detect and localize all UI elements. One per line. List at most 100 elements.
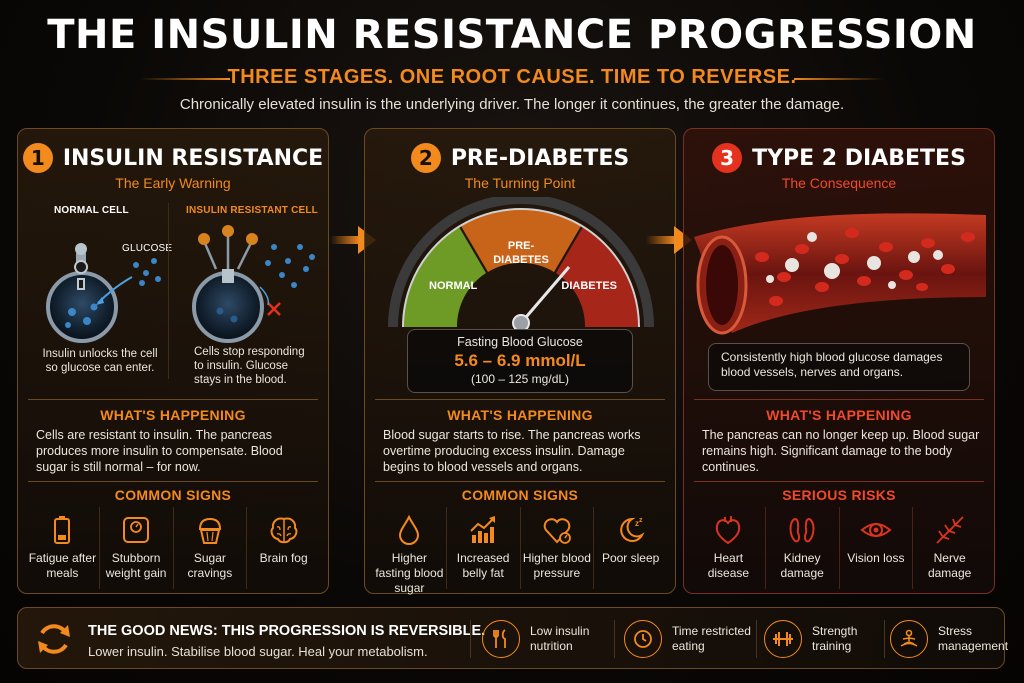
stage-1-panel: 1 INSULIN RESISTANCE The Early Warning N…: [17, 128, 329, 594]
sign-label: Fatigue after meals: [28, 551, 97, 580]
good-news-text: Lower insulin. Stabilise blood sugar. He…: [88, 644, 428, 659]
eye-icon: [860, 523, 892, 537]
happening-heading: WHAT'S HAPPENING: [447, 407, 593, 423]
gauge-label-diabetes: DIABETES: [561, 280, 617, 292]
gauge-label-prediabetes: PRE- DIABETES: [493, 240, 549, 266]
battery-icon: [54, 516, 71, 544]
risk-label: Nerve damage: [927, 551, 972, 580]
divider: [694, 481, 984, 482]
tip-label: Stress management: [938, 624, 1009, 653]
signs-list: Fatigue after meals Stubborn weight gain…: [26, 507, 320, 589]
stage-subtitle: The Consequence: [781, 175, 897, 191]
blood-vessel-illustration: [694, 213, 986, 335]
fasting-glucose-alt: (100 – 125 mg/dL): [470, 372, 570, 386]
divider: [614, 620, 615, 658]
svg-text:z: z: [635, 519, 639, 528]
gauge-zone-diabetes: [556, 227, 639, 327]
risk-item: Kidney damage: [766, 507, 840, 589]
clock-icon: [624, 620, 662, 658]
fasting-glucose-box: Fasting Blood Glucose 5.6 – 6.9 mmol/L (…: [407, 329, 633, 393]
tip-item: Time restricted eating: [624, 616, 758, 662]
heart-icon: [716, 516, 741, 545]
normal-cell-label: NORMAL CELL: [54, 205, 129, 216]
tip-label: Time restricted eating: [672, 624, 751, 653]
divider: [375, 399, 665, 400]
resistant-cell-caption: Cells stop responding to insulin. Glucos…: [194, 346, 305, 386]
sign-label: Stubborn weight gain: [105, 551, 167, 580]
risk-item: Vision loss: [840, 507, 914, 589]
signs-heading: COMMON SIGNS: [461, 487, 579, 503]
glucose-label: GLUCOSE: [122, 243, 173, 254]
fasting-glucose-label: Fasting Blood Glucose: [457, 335, 583, 349]
sign-label: Higher blood pressure: [522, 551, 591, 580]
sign-label: Brain fog: [259, 551, 308, 565]
risks-heading: SERIOUS RISKS: [782, 487, 896, 503]
gauge-hub: [512, 314, 530, 329]
happening-text: Blood sugar starts to rise. The pancreas…: [383, 428, 641, 474]
sign-label: Sugar cravings: [187, 551, 233, 580]
happening-heading: WHAT'S HAPPENING: [100, 407, 246, 423]
brain-icon: [270, 517, 297, 544]
page-title: THE INSULIN RESISTANCE PROGRESSION: [47, 12, 977, 58]
subtitle-rule-right: [794, 78, 884, 80]
svg-text:z: z: [639, 517, 643, 524]
moon-icon: z z: [619, 517, 645, 542]
tip-item: Strength training: [764, 616, 882, 662]
risk-item: Heart disease: [692, 507, 766, 589]
sign-item: Fatigue after meals: [26, 507, 100, 589]
fasting-glucose-value: 5.6 – 6.9 mmol/L: [454, 351, 586, 370]
stage-3-panel: 3 TYPE 2 DIABETES The Consequence Consis…: [683, 128, 995, 594]
risks-list: Heart disease Kidney damage Vision loss …: [692, 507, 986, 589]
divider: [470, 620, 471, 658]
scale-icon: [123, 517, 150, 543]
risk-label: Vision loss: [847, 551, 905, 565]
sign-item: Higher blood pressure: [521, 507, 595, 589]
signs-heading: COMMON SIGNS: [114, 487, 232, 503]
gauge-label-normal: NORMAL: [429, 280, 478, 292]
stage-number: 3: [712, 143, 743, 173]
subtitle-rule-left: [140, 78, 230, 80]
normal-cell-illustration: [46, 243, 161, 343]
cutlery-icon: [482, 620, 520, 658]
sign-item: Higher fasting blood sugar: [373, 507, 447, 595]
happening-text: The pancreas can no longer keep up. Bloo…: [702, 428, 980, 474]
stage-2-panel: 2 PRE- DIABETES The Turning Point NORMAL …: [364, 128, 676, 595]
signs-list: Higher fasting blood sugar Increased bel…: [373, 507, 667, 595]
good-news-title: THE GOOD NEWS: THIS PROGRESSION IS REVER…: [88, 623, 486, 639]
risk-item: Nerve damage: [913, 507, 986, 589]
divider: [756, 620, 757, 658]
tip-item: Low insulin nutrition: [482, 616, 616, 662]
stage-title: INSULIN RESISTANCE: [62, 145, 324, 171]
resistant-cell-label: INSULIN RESISTANT CELL: [186, 205, 318, 216]
meditation-icon: [890, 620, 928, 658]
good-news-banner: THE GOOD NEWS: THIS PROGRESSION IS REVER…: [17, 607, 1009, 669]
sign-label: Poor sleep: [601, 551, 660, 565]
divider: [375, 481, 665, 482]
sign-item: Brain fog: [247, 507, 320, 589]
happening-text: Cells are resistant to insulin. The panc…: [36, 428, 283, 474]
stage-title: TYPE 2 DIABETES: [752, 145, 966, 171]
tip-label: Strength training: [812, 624, 858, 653]
heart-pressure-icon: [543, 518, 571, 544]
tip-label: Low insulin nutrition: [530, 624, 590, 653]
divider: [694, 399, 984, 400]
normal-cell-caption: Insulin unlocks the cell so glucose can …: [42, 348, 158, 374]
dumbbell-icon: [764, 620, 802, 658]
cell-divider: [168, 203, 169, 379]
gauge-zone-prediabetes: [461, 209, 581, 272]
gauge-needle: [519, 266, 571, 324]
cupcake-icon: [198, 517, 221, 544]
stage-subtitle: The Early Warning: [115, 175, 231, 191]
sign-label: Increased belly fat: [456, 551, 510, 580]
stage-number: 1: [22, 143, 53, 173]
intro-text: Chronically elevated insulin is the unde…: [179, 96, 845, 113]
divider: [28, 399, 318, 400]
stage-number: 2: [410, 143, 441, 173]
sign-label: Higher fasting blood sugar: [375, 551, 444, 595]
risk-label: Heart disease: [707, 551, 750, 580]
risk-callout: Consistently high blood glucose damages …: [708, 343, 970, 391]
kidney-icon: [789, 517, 815, 543]
drop-icon: [399, 514, 420, 545]
happening-heading: WHAT'S HAPPENING: [766, 407, 912, 423]
gauge-label-diabetes-part: DIABETES: [493, 254, 549, 266]
